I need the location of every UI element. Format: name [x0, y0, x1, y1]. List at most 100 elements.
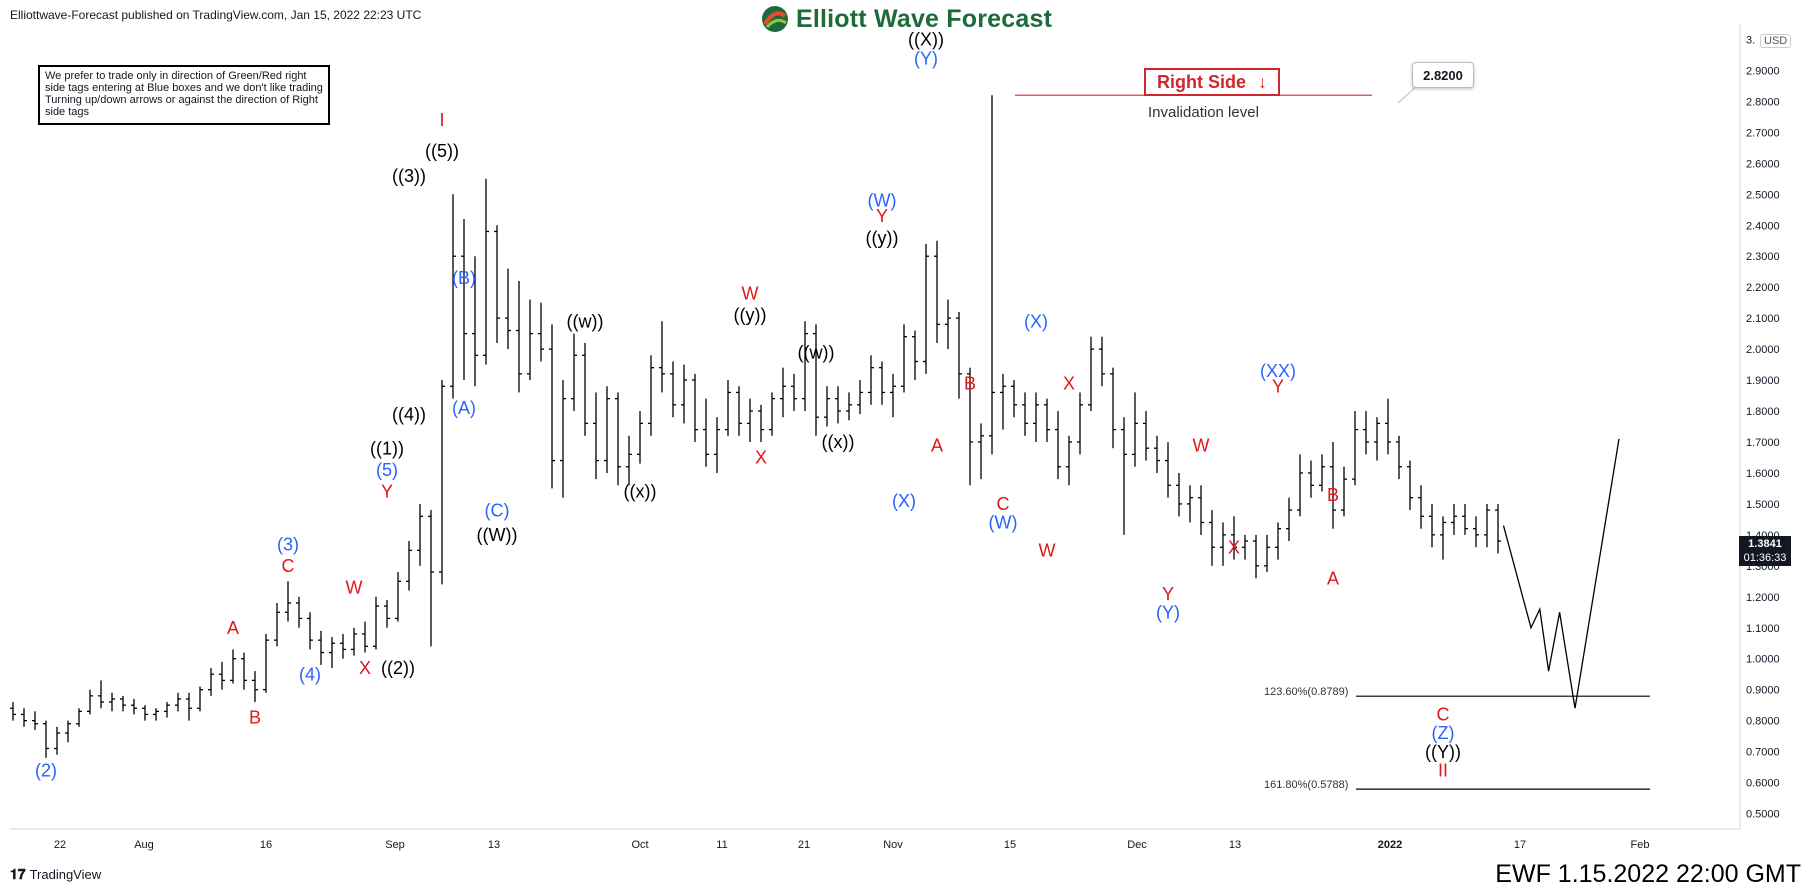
ohlc-bar	[1484, 503, 1490, 548]
wave-label: (Y)	[1156, 602, 1180, 622]
wave-label: B	[1327, 485, 1339, 505]
ohlc-bar	[1242, 534, 1248, 560]
ohlc-bar	[593, 392, 599, 480]
ohlc-bar	[32, 711, 38, 730]
y-tick-label: 2.3000	[1746, 251, 1780, 263]
ohlc-bar	[1165, 441, 1171, 498]
ohlc-bar	[1363, 411, 1369, 455]
wave-label: W	[346, 578, 363, 598]
annotation-lines	[1015, 84, 1650, 790]
wave-label: (X)	[892, 491, 916, 511]
x-tick-label: 13	[488, 839, 500, 851]
y-tick-label: 1.7000	[1746, 437, 1780, 449]
ohlc-bar	[285, 581, 291, 622]
ohlc-bar	[714, 417, 720, 473]
y-tick-label: 2.6000	[1746, 158, 1780, 170]
currency-badge[interactable]: USD	[1760, 34, 1792, 48]
ohlc-bar	[769, 392, 775, 436]
ohlc-bar	[703, 398, 709, 467]
ohlc-bar	[1330, 441, 1336, 529]
ohlc-bar	[483, 178, 489, 365]
x-tick-label: 17	[1514, 839, 1526, 851]
ohlc-bar	[1396, 435, 1402, 480]
ohlc-bar	[692, 373, 698, 442]
ohlc-bar	[329, 637, 335, 668]
ohlc-bar	[219, 661, 225, 690]
ohlc-bar	[912, 330, 918, 381]
y-tick-label: 0.8000	[1746, 716, 1780, 728]
ohlc-bar	[461, 219, 467, 381]
ohlc-bar	[835, 386, 841, 424]
ohlc-bar	[824, 386, 830, 427]
ohlc-bar	[659, 321, 665, 393]
ohlc-bar	[1407, 460, 1413, 511]
ohlc-bar	[241, 652, 247, 690]
wave-label: (W)	[868, 191, 897, 211]
ohlc-bar	[1055, 411, 1061, 480]
ohlc-bar	[175, 692, 181, 712]
ohlc-bar	[307, 612, 313, 650]
ohlc-bar	[1429, 503, 1435, 548]
ohlc-bar	[560, 380, 566, 498]
y-tick-label: 1.5000	[1746, 499, 1780, 511]
ohlc-bar	[65, 720, 71, 743]
brand-header: Elliott Wave Forecast	[760, 4, 1052, 34]
wave-label: B	[249, 708, 261, 728]
ohlc-bar	[604, 386, 610, 473]
x-tick-label: Aug	[134, 839, 154, 851]
wave-label: (2)	[35, 760, 57, 780]
ohlc-bar	[1451, 503, 1457, 535]
wave-label: (3)	[277, 534, 299, 554]
ohlc-bar	[1110, 367, 1116, 449]
x-tick-label: Sep	[385, 839, 405, 851]
ohlc-bar	[857, 380, 863, 415]
wave-label: ((w))	[567, 311, 604, 331]
ohlc-bar	[1286, 497, 1292, 542]
y-tick-label: 2.1000	[1746, 313, 1780, 325]
ohlc-bar	[791, 373, 797, 412]
tradingview-logo[interactable]: 𝟏𝟕 TradingView	[10, 866, 101, 883]
ohlc-bar	[956, 311, 962, 399]
x-tick-label: 11	[716, 839, 727, 851]
ohlc-bar	[736, 386, 742, 436]
ohlc-bar	[1253, 534, 1259, 579]
wave-label: II	[1438, 760, 1448, 780]
ohlc-bar	[318, 630, 324, 665]
right-side-label: Right Side	[1157, 71, 1246, 92]
ewf-timestamp: EWF 1.15.2022 22:00 GMT	[1495, 860, 1801, 888]
ohlc-bar	[98, 680, 104, 709]
wave-label: Y	[381, 482, 393, 502]
wave-label: ((5))	[425, 141, 459, 161]
y-tick-label: 3.	[1746, 34, 1755, 46]
wave-label: (4)	[299, 664, 321, 684]
wave-label: Y	[1272, 376, 1284, 396]
ohlc-bar	[1066, 435, 1072, 486]
ohlc-bar	[1033, 392, 1039, 442]
ohlc-bar	[164, 702, 170, 718]
ohlc-bar	[1352, 411, 1358, 486]
wave-label: W	[1193, 435, 1210, 455]
ohlc-bar	[351, 627, 357, 656]
ohlc-bar	[582, 342, 588, 436]
ohlc-bar	[1209, 510, 1215, 566]
wave-label: A	[227, 618, 239, 638]
right-side-tag: Right Side ↓	[1144, 68, 1280, 96]
y-tick-label: 1.0000	[1746, 654, 1780, 666]
ohlc-bar	[1341, 466, 1347, 517]
ohlc-bar	[934, 240, 940, 343]
ohlc-bar	[10, 702, 16, 721]
ohlc-bar	[384, 599, 390, 628]
ohlc-bar	[670, 361, 676, 418]
ohlc-bar	[1044, 398, 1050, 442]
ohlc-bar	[395, 572, 401, 622]
wave-label: I	[439, 110, 444, 130]
y-tick-label: 1.2000	[1746, 592, 1780, 604]
wave-label: X	[1228, 537, 1240, 557]
ohlc-bar	[373, 596, 379, 650]
x-tick-label: 22	[54, 839, 66, 851]
ohlc-bar	[1154, 435, 1160, 473]
callout-pointer	[1397, 84, 1419, 104]
y-tick-label: 1.8000	[1746, 406, 1780, 418]
ohlc-bar	[230, 649, 236, 684]
